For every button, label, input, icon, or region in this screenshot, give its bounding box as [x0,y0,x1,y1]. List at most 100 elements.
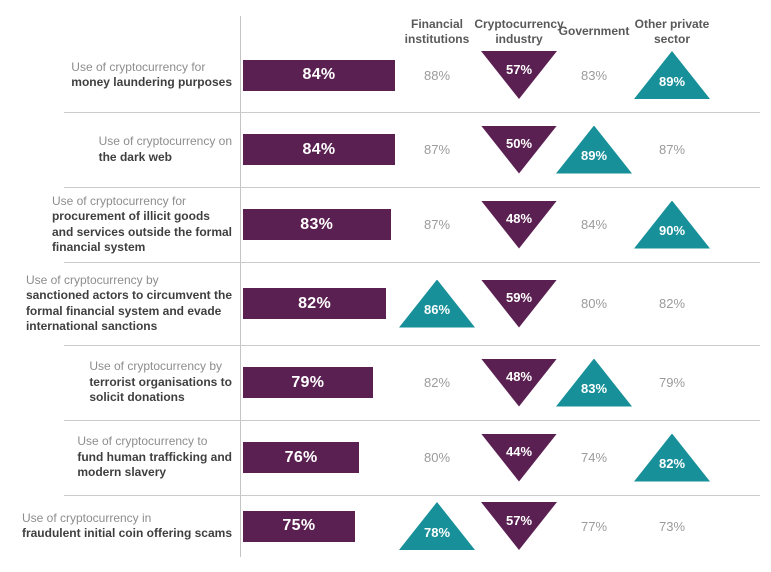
overall-bar-value: 84% [302,140,336,158]
highest-sector-triangle-up-icon: 89% [634,51,710,99]
sector-value-text: 87% [423,217,451,232]
sector-value-text: 87% [658,142,686,157]
highest-sector-triangle-up-icon: 90% [634,200,710,249]
sector-value-text: 50% [505,136,533,151]
chart-row: Use of cryptocurrency by sanctioned acto… [0,262,771,345]
sector-value-text: 83% [580,67,608,83]
overall-bar-value: 83% [300,215,334,233]
row-separator [64,345,760,346]
overall-bar-value: 75% [282,517,316,534]
chart-row: Use of cryptocurrency to fund human traf… [0,420,771,495]
overall-bar-track: 75% [243,495,401,557]
sector-value-text: 79% [658,375,686,390]
sector-cell-other-private-sector: 90% [633,187,711,262]
sector-value-text: 48% [505,369,533,384]
lowest-sector-triangle-down-icon: 44% [481,433,557,482]
row-label-block: Use of cryptocurrency in fraudulent init… [22,511,232,542]
column-header-other-private-sector: Other private sector [634,16,710,46]
sector-cell-financial-institutions: 87% [398,187,476,262]
sector-cell-other-private-sector: 82% [633,420,711,495]
row-label: Use of cryptocurrency by terrorist organ… [0,345,232,420]
highest-sector-triangle-up-icon: 89% [556,125,632,174]
sector-value-text: 84% [580,217,608,232]
row-separator [64,187,760,188]
sector-value-text: 80% [423,450,451,465]
axis-divider-line [240,16,241,557]
sector-cell-financial-institutions: 88% [398,38,476,112]
lowest-sector-triangle-down-icon: 48% [481,200,557,249]
sector-cell-government: 83% [555,38,633,112]
overall-bar-track: 83% [243,187,401,262]
overall-bar: 84% [243,59,395,91]
lowest-sector-triangle-down-icon: 50% [481,125,557,174]
row-separator [64,262,760,263]
row-label: Use of cryptocurrency in fraudulent init… [0,495,232,557]
sector-cell-government: 83% [555,345,633,420]
overall-bar: 76% [243,442,360,473]
row-label-intro: Use of cryptocurrency by [89,359,223,374]
row-label: Use of cryptocurrency by sanctioned acto… [0,262,232,345]
overall-bar: 84% [243,134,395,165]
overall-bar-track: 84% [243,112,401,187]
sector-value-text: 88% [423,67,451,83]
row-label-block: Use of cryptocurrency by terrorist organ… [89,359,232,406]
sector-cell-cryptocurrency-industry: 57% [480,38,558,112]
row-label: Use of cryptocurrency on the dark web [0,112,232,187]
row-label-intro: Use of cryptocurrency on [98,134,232,148]
overall-bar-value: 84% [302,66,336,83]
lowest-sector-triangle-down-icon: 57% [481,51,557,99]
sector-cell-cryptocurrency-industry: 44% [480,420,558,495]
overall-bar-value: 79% [291,373,325,391]
chart-row: Use of cryptocurrency for money launderi… [0,38,771,112]
highest-sector-triangle-up-icon: 83% [556,358,632,407]
chart-row: Use of cryptocurrency on the dark web 84… [0,112,771,187]
sector-cell-cryptocurrency-industry: 57% [480,495,558,557]
overall-bar: 75% [243,510,355,542]
highest-sector-triangle-up-icon: 78% [399,502,475,550]
sector-cell-financial-institutions: 87% [398,112,476,187]
sector-cell-other-private-sector: 79% [633,345,711,420]
sector-value-text: 87% [423,142,451,157]
sector-value-text: 57% [505,61,533,77]
sector-value-text: 44% [505,444,533,459]
row-separator [64,420,760,421]
row-label-block: Use of cryptocurrency for procurement of… [52,194,232,256]
sector-value-text: 80% [580,296,608,311]
sector-cell-other-private-sector: 87% [633,112,711,187]
sector-value-text: 90% [658,223,686,238]
row-label-intro: Use of cryptocurrency for [71,59,206,74]
overall-bar-track: 79% [243,345,401,420]
sector-cell-government: 77% [555,495,633,557]
overall-bar-track: 76% [243,420,401,495]
row-separator [64,112,760,113]
sector-value-text: 57% [505,512,533,528]
chart-row: Use of cryptocurrency in fraudulent init… [0,495,771,557]
column-header-government: Government [558,24,630,39]
sector-cell-government: 80% [555,262,633,345]
lowest-sector-triangle-down-icon: 57% [481,502,557,550]
overall-bar-track: 82% [243,262,401,345]
sector-value-text: 89% [580,148,608,163]
lowest-sector-triangle-down-icon: 48% [481,358,557,407]
sector-value-text: 86% [423,302,451,317]
sector-value-text: 48% [505,211,533,226]
row-label-intro: Use of cryptocurrency for [51,193,186,208]
row-label: Use of cryptocurrency for procurement of… [0,187,232,262]
sector-value-text: 77% [580,518,608,534]
sector-cell-other-private-sector: 89% [633,38,711,112]
row-label-intro: Use of cryptocurrency in [21,510,152,525]
row-label-topic: fund human trafficking and modern slaver… [77,449,232,480]
sector-value-text: 82% [423,375,451,390]
row-label-topic: sanctioned actors to circumvent the form… [25,288,232,333]
row-label-block: Use of cryptocurrency for money launderi… [71,60,232,91]
sector-cell-government: 74% [555,420,633,495]
sector-cell-cryptocurrency-industry: 50% [480,112,558,187]
sector-value-text: 59% [505,290,533,305]
highest-sector-triangle-up-icon: 82% [634,433,710,482]
row-label-intro: Use of cryptocurrency to [77,434,208,449]
sector-cell-cryptocurrency-industry: 48% [480,187,558,262]
row-label: Use of cryptocurrency to fund human traf… [0,420,232,495]
sector-value-text: 74% [580,450,608,465]
overall-bar-value: 82% [298,294,332,312]
